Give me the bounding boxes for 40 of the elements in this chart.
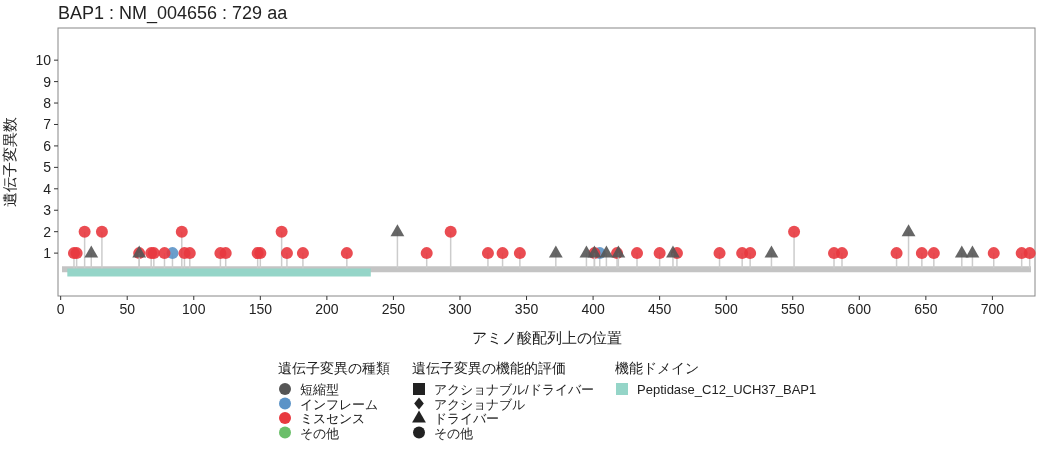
y-tick-label: 7 (43, 116, 52, 133)
legend-label: ドライバー (434, 411, 499, 426)
legend-label: その他 (300, 425, 339, 441)
y-tick-label: 6 (43, 137, 52, 154)
y-tick-label: 1 (43, 245, 52, 262)
text: 機能ドメイン (615, 360, 699, 376)
y-axis-title: 遺伝子変異数 (1, 117, 18, 207)
x-tick-label: 200 (315, 301, 339, 317)
x-tick-label: 0 (56, 301, 65, 317)
x-axis-title: アミノ酸配列上の位置 (471, 329, 622, 346)
x-tick-label: 650 (914, 301, 938, 317)
y-tick-label: 8 (43, 95, 52, 112)
y-tick-label: 5 (43, 159, 52, 176)
x-tick-label: 100 (182, 301, 206, 317)
legend-label: ミスセンス (300, 411, 365, 426)
legend-label: その他 (434, 425, 473, 441)
y-tick-label: 3 (43, 202, 52, 219)
x-tick-label: 250 (381, 301, 406, 317)
legend-label: Peptidase_C12_UCH37_BAP1 (637, 382, 817, 397)
x-tick-label: 700 (980, 301, 1005, 317)
x-tick-label: 400 (581, 301, 605, 317)
text: 遺伝子変異の機能的評価 (412, 360, 566, 376)
x-tick-label: 350 (514, 301, 539, 317)
x-tick-label: 500 (714, 301, 739, 317)
x-tick-label: 50 (119, 301, 136, 317)
legend-label: インフレーム (300, 396, 378, 412)
text: 遺伝子変異の種類 (278, 360, 390, 376)
y-tick-label: 4 (43, 180, 52, 197)
chart-title: BAP1 : NM_004656 : 729 aa (58, 3, 289, 24)
y-tick-label: 10 (35, 52, 52, 69)
legend-label: 短縮型 (300, 382, 339, 397)
x-tick-label: 450 (647, 301, 672, 317)
y-tick-label: 9 (43, 73, 52, 90)
x-tick-label: 600 (847, 301, 872, 317)
x-tick-label: 150 (248, 301, 273, 317)
x-tick-label: 300 (448, 301, 472, 317)
x-tick-label: 550 (781, 301, 805, 317)
y-tick-label: 2 (43, 223, 52, 240)
legend-label: アクショナブル (434, 396, 525, 412)
legend-label: アクショナブル/ドライバー (434, 382, 594, 397)
